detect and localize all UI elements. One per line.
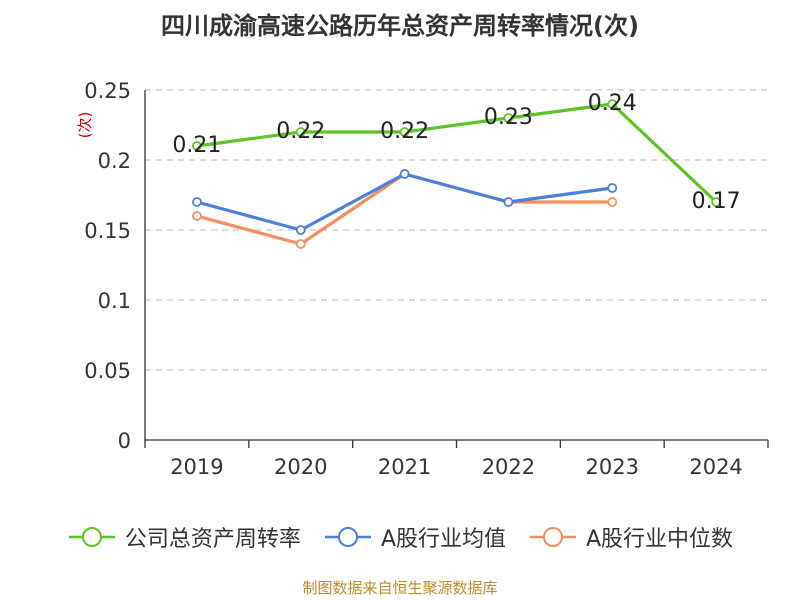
legend-label: A股行业中位数 <box>586 527 734 552</box>
x-tick-label: 2022 <box>482 455 535 479</box>
x-tick-label: 2024 <box>689 455 742 479</box>
data-point <box>503 197 514 207</box>
legend-item: A股行业中位数 <box>528 521 733 553</box>
data-point <box>711 197 721 207</box>
data-point <box>399 127 410 137</box>
y-axis-label: (次) <box>76 112 94 139</box>
y-tick-label: 0 <box>118 429 131 453</box>
data-label: 0.17 <box>692 189 741 214</box>
data-point <box>192 197 202 207</box>
x-tick-label: 2020 <box>274 455 327 479</box>
y-tick-label: 0.1 <box>98 289 131 313</box>
data-label: 0.23 <box>484 105 533 130</box>
data-point <box>607 197 618 207</box>
data-point <box>607 99 618 109</box>
x-tick-label: 2023 <box>586 455 639 479</box>
axes: 0 0.05 0.1 0.15 0.2 0.25 (次) 2019 2020 2021 2022 20… <box>76 79 769 479</box>
chart-title: 四川成渝高速公路历年总资产周转率情况(次) <box>161 12 639 40</box>
data-point <box>399 169 410 179</box>
legend-marker-icon <box>68 527 115 547</box>
data-labels: 0.21 0.22 0.22 0.23 0.24 0.17 <box>172 91 740 214</box>
x-tick-label: 2021 <box>378 455 431 479</box>
data-point <box>192 141 202 151</box>
grid-lines <box>145 89 768 371</box>
data-point <box>503 113 514 123</box>
data-point <box>192 211 202 221</box>
source-note: 制图数据来自恒生聚源数据库 <box>302 579 498 597</box>
series-lines <box>192 99 721 249</box>
legend-item: A股行业均值 <box>323 521 506 553</box>
data-point <box>295 127 306 137</box>
y-tick-label: 0.05 <box>84 359 131 383</box>
legend-marker-icon <box>530 527 576 547</box>
y-tick-label: 0.15 <box>84 219 131 243</box>
data-label: 0.22 <box>276 119 325 144</box>
data-point <box>295 225 306 235</box>
legend-marker-icon <box>324 527 371 547</box>
legend-label: 公司总资产周转率 <box>124 527 301 552</box>
x-tick-label: 2019 <box>170 455 223 479</box>
series-line <box>195 172 614 246</box>
data-point <box>607 183 618 193</box>
y-tick-label: 0.25 <box>84 79 131 103</box>
legend: 公司总资产周转率 A股行业均值 A股行业中位数 <box>0 520 800 554</box>
data-label: 0.22 <box>380 119 429 144</box>
y-tick-label: 0.2 <box>98 149 131 173</box>
legend-item: 公司总资产周转率 <box>67 521 301 553</box>
legend-label: A股行业均值 <box>380 527 506 552</box>
data-label: 0.21 <box>172 133 221 158</box>
data-point <box>295 239 306 249</box>
series-line <box>195 102 718 204</box>
data-label: 0.24 <box>588 91 637 116</box>
